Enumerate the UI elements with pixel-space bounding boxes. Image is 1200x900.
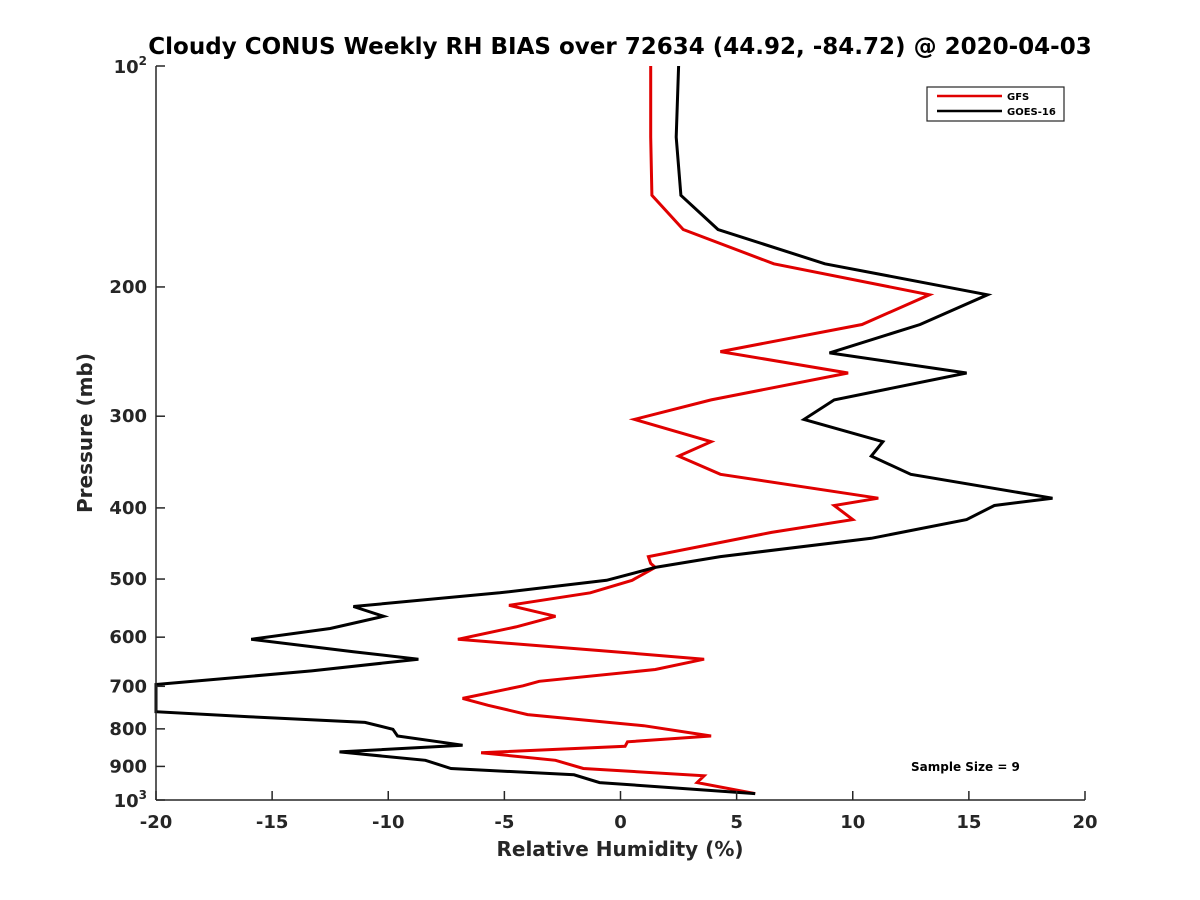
x-tick-label: 10 [840, 812, 865, 833]
y-tick-label: 500 [109, 569, 147, 590]
series-line-gfs [457, 66, 935, 796]
y-tick-label-power: 102 [114, 54, 147, 78]
x-tick-label: 0 [614, 812, 627, 833]
y-tick-label: 400 [109, 498, 147, 519]
x-tick-label: -10 [372, 812, 405, 833]
x-tick-label: 15 [956, 812, 981, 833]
x-tick-label: -5 [494, 812, 514, 833]
y-tick-label: 600 [109, 627, 147, 648]
sample-size-annotation: Sample Size = 9 [911, 760, 1020, 774]
x-axis-label: Relative Humidity (%) [496, 837, 743, 861]
y-tick-label: 200 [109, 277, 147, 298]
x-tick-label: -20 [140, 812, 173, 833]
y-axis-ticks: 200 300 400 500 600 700 800 900 102 103 [109, 54, 165, 812]
y-tick-label: 300 [109, 406, 147, 427]
y-axis-label: Pressure (mb) [73, 353, 97, 513]
y-tick-label: 700 [109, 676, 147, 697]
legend: GFS GOES-16 [926, 86, 1065, 122]
y-tick-label: 800 [109, 719, 147, 740]
legend-label-gfs: GFS [1007, 92, 1029, 103]
plot-lines [154, 65, 1053, 796]
x-tick-label: 5 [730, 812, 743, 833]
x-axis-ticks: -20 -15 -10 -5 0 5 10 15 20 [140, 791, 1098, 833]
legend-label-goes16: GOES-16 [1007, 107, 1056, 118]
series-line-goes16 [154, 65, 1053, 796]
y-tick-label: 900 [109, 756, 147, 777]
x-tick-label: -15 [256, 812, 289, 833]
x-tick-label: 20 [1072, 812, 1097, 833]
chart-title: Cloudy CONUS Weekly RH BIAS over 72634 (… [148, 34, 1091, 60]
y-tick-label-power: 103 [114, 788, 147, 812]
legend-box [926, 86, 1065, 122]
